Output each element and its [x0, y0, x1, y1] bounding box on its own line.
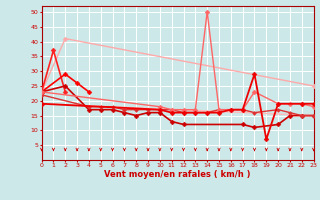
- X-axis label: Vent moyen/en rafales ( km/h ): Vent moyen/en rafales ( km/h ): [104, 170, 251, 179]
